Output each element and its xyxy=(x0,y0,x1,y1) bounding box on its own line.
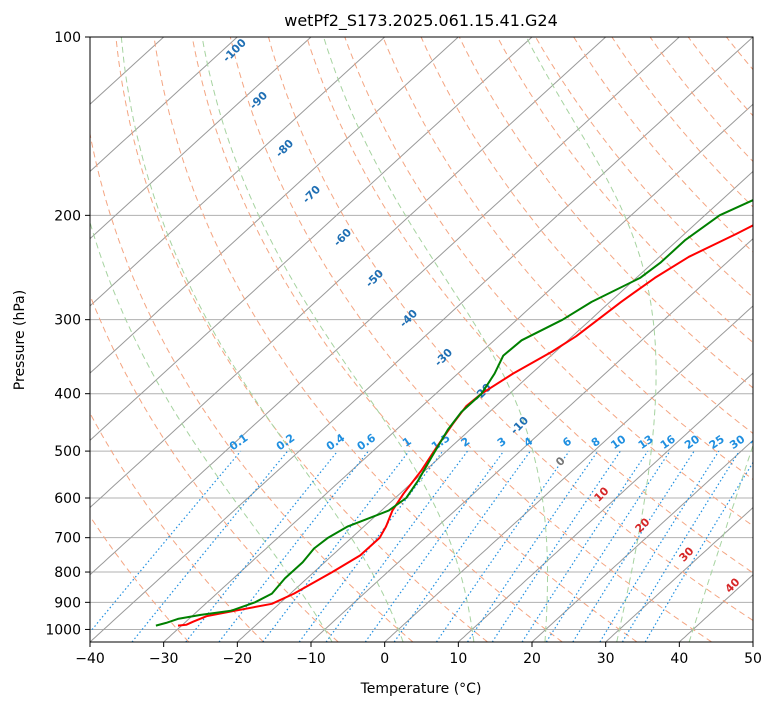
mixing-ratio-line xyxy=(393,450,531,642)
x-tick-label: 40 xyxy=(670,651,688,667)
x-tick-label: −10 xyxy=(296,651,326,667)
mixing-ratio-line xyxy=(435,450,570,642)
mixing-ratio-line xyxy=(262,450,410,642)
y-tick-label: 200 xyxy=(54,208,81,224)
x-tick-label: −40 xyxy=(75,651,105,667)
y-tick-label: 100 xyxy=(54,30,81,46)
dry-adiabat-line xyxy=(90,515,190,642)
y-tick-label: 900 xyxy=(54,595,81,611)
x-tick-label: −30 xyxy=(149,651,179,667)
x-axis-title: Temperature (°C) xyxy=(360,681,482,697)
isotherm-line xyxy=(90,37,386,307)
dry-adiabat-line xyxy=(115,37,488,642)
y-axis: 100 200 300 400 500 600 700 800 900 1000 xyxy=(45,30,90,638)
dry-adiabat-line xyxy=(191,37,638,642)
x-tick-label: −20 xyxy=(223,651,253,667)
plot-frame xyxy=(89,36,754,643)
y-axis-title: Pressure (hPa) xyxy=(12,290,28,390)
dry-adiabat-line xyxy=(90,412,264,642)
dry-adiabat-line xyxy=(535,37,753,298)
mixing-ratio-line xyxy=(90,450,242,633)
y-tick-label: 700 xyxy=(54,531,81,547)
mixing-ratio-line xyxy=(185,450,339,642)
isotherm-line xyxy=(90,37,459,374)
y-tick-label: 600 xyxy=(54,491,81,507)
dry-adiabat-line xyxy=(229,37,712,642)
dry-adiabat-line xyxy=(382,37,753,481)
isotherm-line xyxy=(531,439,753,642)
x-axis: −40 −30 −20 −10 0 10 20 30 40 50 xyxy=(75,642,762,667)
dry-adiabat-line xyxy=(90,131,414,642)
y-tick-label: 300 xyxy=(54,313,81,329)
dry-adiabat-line xyxy=(306,37,753,574)
x-tick-label: 0 xyxy=(380,651,389,667)
dry-adiabat-line xyxy=(268,37,753,622)
isotherm-line xyxy=(457,372,753,642)
x-tick-label: 20 xyxy=(523,651,541,667)
isotherm-line xyxy=(90,37,533,442)
x-tick-label: 30 xyxy=(597,651,615,667)
mixing-ratio-line xyxy=(491,450,621,642)
mixing-ratio-line xyxy=(364,450,505,642)
dry-adiabat-line xyxy=(344,37,753,527)
y-tick-label: 400 xyxy=(54,387,81,403)
isotherm-line xyxy=(90,37,680,576)
isotherm-line xyxy=(384,305,753,642)
mixing-ratio-line xyxy=(467,450,599,642)
moist-adiabat-line xyxy=(688,443,753,642)
mixing-ratio-label: 36 xyxy=(748,432,768,452)
mixing-ratio-line xyxy=(521,450,649,642)
isotherm-line xyxy=(163,103,753,642)
mixing-ratio-line xyxy=(621,450,740,642)
isotherm-line xyxy=(90,37,607,509)
y-tick-label: 500 xyxy=(54,444,81,460)
moist-adiabat-line xyxy=(201,37,475,642)
x-tick-label: 10 xyxy=(449,651,467,667)
mixing-ratio-line xyxy=(545,450,671,642)
moist-adiabat-line xyxy=(323,37,548,642)
mixing-ratio-line xyxy=(325,450,468,642)
mixing-ratio-line xyxy=(131,450,289,642)
moist-adiabat-line xyxy=(120,37,404,642)
dry-adiabat-line xyxy=(496,37,753,344)
moist-adiabat-line xyxy=(90,220,333,642)
y-tick-label: 1000 xyxy=(45,622,81,638)
chart-title: wetPf2_S173.2025.061.15.41.G24 xyxy=(284,11,558,31)
y-tick-label: 800 xyxy=(54,565,81,581)
isotherm-line xyxy=(678,574,753,642)
mixing-ratio-line xyxy=(572,450,695,642)
dewpoint-profile xyxy=(155,199,753,627)
x-tick-label: 50 xyxy=(744,651,762,667)
dry-adiabat-line xyxy=(153,37,563,642)
